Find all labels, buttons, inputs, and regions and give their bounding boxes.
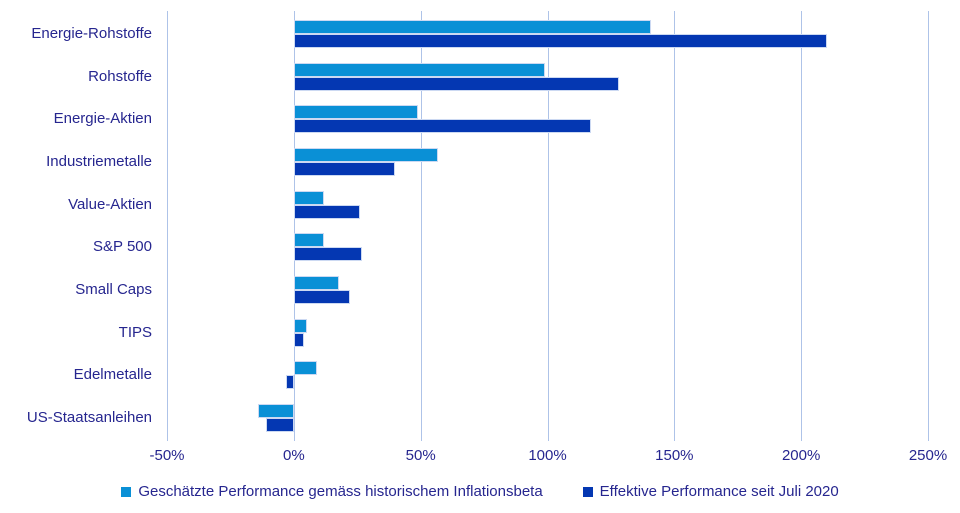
gridline (928, 11, 929, 433)
category-label: Energie-Rohstoffe (31, 25, 152, 42)
bar-estimated-performance (293, 147, 439, 162)
x-axis-tick (293, 433, 295, 441)
category-label: TIPS (118, 323, 152, 341)
bar-effective-performance (293, 161, 396, 176)
x-axis-tick (420, 433, 422, 441)
bar-estimated-performance (293, 318, 307, 333)
bar-effective-performance (293, 204, 360, 219)
bar-estimated-performance (293, 62, 545, 77)
bar-effective-performance (293, 332, 304, 347)
legend-label: Geschätzte Performance gemäss historisch… (138, 483, 543, 500)
bar-effective-performance (293, 76, 619, 91)
bar-estimated-performance (293, 361, 317, 376)
legend: Geschätzte Performance gemäss historisch… (0, 483, 960, 500)
bar-effective-performance (286, 375, 294, 390)
x-axis-tick (801, 433, 803, 441)
category-label: Energie-Aktien (53, 110, 152, 128)
legend-swatch-estimated-icon (121, 486, 132, 497)
x-axis-tick (167, 433, 168, 441)
bar-effective-performance (293, 289, 350, 304)
x-axis-tick (674, 433, 676, 441)
bar-effective-performance (293, 119, 591, 134)
bar-estimated-performance (293, 105, 419, 120)
bar-estimated-performance (293, 233, 325, 248)
gridline (674, 11, 676, 433)
legend-item: Effektive Performance seit Juli 2020 (582, 483, 839, 500)
gridline (420, 11, 422, 433)
category-label: US-Staatsanleihen (26, 408, 152, 426)
x-axis-tick-label: 150% (655, 447, 694, 464)
x-axis-tick-label: 50% (405, 447, 436, 464)
bar-estimated-performance (293, 20, 652, 34)
legend-label: Effektive Performance seit Juli 2020 (599, 483, 839, 500)
x-axis-tick (928, 433, 929, 441)
legend-swatch-effective-icon (582, 486, 593, 497)
category-label: Small Caps (75, 280, 152, 298)
bar-effective-performance (293, 34, 827, 48)
bar-estimated-performance (258, 403, 294, 418)
category-label: Value-Aktien (68, 195, 152, 213)
legend-item: Geschätzte Performance gemäss historisch… (121, 483, 543, 500)
category-label: Industriemetalle (46, 152, 152, 170)
category-label: S&P 500 (93, 238, 152, 256)
x-axis-tick (547, 433, 549, 441)
category-label: Edelmetalle (73, 366, 152, 384)
bar-effective-performance (265, 417, 294, 432)
gridline (801, 11, 803, 433)
x-axis-tick-label: 0% (282, 447, 305, 464)
x-axis-tick-label: -50% (149, 447, 185, 464)
bar-effective-performance (293, 247, 363, 262)
category-label: Rohstoffe (88, 67, 152, 85)
x-axis-tick-label: 200% (781, 447, 821, 464)
bar-estimated-performance (293, 190, 325, 205)
x-axis-tick-label: 250% (908, 447, 948, 464)
gridline (547, 11, 549, 433)
gridline (293, 11, 295, 433)
bar-estimated-performance (293, 275, 340, 290)
gridline (167, 11, 168, 433)
x-axis-tick-label: 100% (528, 447, 567, 464)
